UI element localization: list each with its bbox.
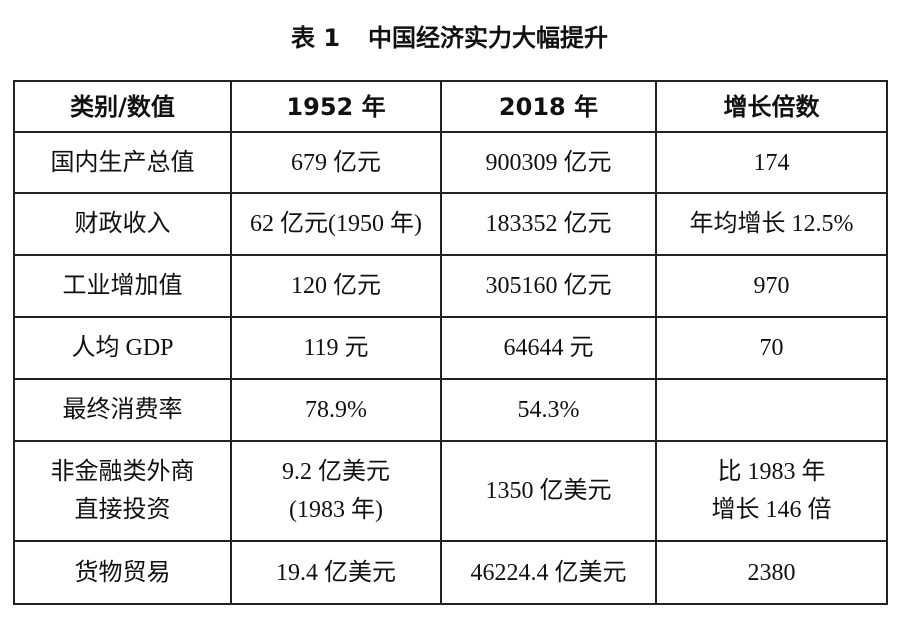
header-row: 类别/数值 1952 年 2018 年增长倍数 <box>13 80 888 133</box>
header-cell: 增长倍数 <box>655 80 888 133</box>
table-row: 货物贸易 19.4 亿美元 46224.4 亿美元 2380 <box>13 540 888 605</box>
table-cell: 183352 亿元 <box>440 192 657 256</box>
header-cell: 2018 年 <box>440 80 657 133</box>
table-cell: 174 <box>655 131 888 194</box>
table-cell: 900309 亿元 <box>440 131 657 194</box>
cell-line: 非金融类外商 <box>50 459 195 485</box>
table-caption: 中国经济实力大幅提升 <box>368 24 609 52</box>
table-cell: 2380 <box>655 540 888 605</box>
table-cell: 非金融类外商 直接投资 <box>13 440 232 542</box>
header-cell: 1952 年 <box>230 80 442 133</box>
table-row: 工业增加值 120 亿元 305160 亿元 970 <box>13 254 888 318</box>
table-cell: 62 亿元(1950 年) <box>230 192 442 256</box>
table-cell: 最终消费率 <box>13 378 232 442</box>
table-cell: 119 元 <box>230 316 442 380</box>
table-row: 人均 GDP 119 元 64644 元 70 <box>13 316 888 380</box>
table-row: 非金融类外商 直接投资 9.2 亿美元 (1983 年) 1350 亿美元比 1983 … <box>13 440 888 542</box>
table-cell: 70 <box>655 316 888 380</box>
cell-line: 增长 146 倍 <box>711 497 832 523</box>
table-cell: 9.2 亿美元 (1983 年) <box>230 440 442 542</box>
table-header: 类别/数值 1952 年 2018 年增长倍数 <box>13 80 888 133</box>
cell-line: (1983 年) <box>289 497 383 523</box>
table-cell: 货物贸易 <box>13 540 232 605</box>
header-cell: 类别/数值 <box>13 80 232 133</box>
table-cell: 1350 亿美元 <box>440 440 657 542</box>
table-row: 最终消费率 78.9% 54.3% <box>13 378 888 442</box>
table-cell: 46224.4 亿美元 <box>440 540 657 605</box>
table-cell: 比 1983 年增长 146 倍 <box>655 440 888 542</box>
table-cell: 人均 GDP <box>13 316 232 380</box>
table-cell: 679 亿元 <box>230 131 442 194</box>
table-cell: 19.4 亿美元 <box>230 540 442 605</box>
table-number: 表 1 <box>290 24 341 52</box>
table-cell: 78.9% <box>230 378 442 442</box>
table-cell: 工业增加值 <box>13 254 232 318</box>
table-row: 财政收入 62 亿元(1950 年) 183352 亿元 年均增长 12.5% <box>13 192 888 256</box>
table-cell: 54.3% <box>440 378 657 442</box>
empty-cell <box>655 378 888 442</box>
table-cell: 305160 亿元 <box>440 254 657 318</box>
cell-line: 9.2 亿美元 <box>282 459 390 485</box>
table-cell: 国内生产总值 <box>13 131 232 194</box>
table-cell: 120 亿元 <box>230 254 442 318</box>
cell-line: 直接投资 <box>74 497 171 523</box>
table-cell: 财政收入 <box>13 192 232 256</box>
table-cell: 年均增长 12.5% <box>655 192 888 256</box>
table-row: 国内生产总值 679 亿元 900309 亿元 174 <box>13 131 888 194</box>
data-table: 类别/数值 1952 年 2018 年增长倍数 国内生产总值 679 亿元 900309… <box>13 80 888 605</box>
table-cell: 64644 元 <box>440 316 657 380</box>
table-cell: 970 <box>655 254 888 318</box>
table-body: 国内生产总值 679 亿元 900309 亿元 174 财政收入 62 亿元(1950 年… <box>13 131 888 605</box>
cell-line: 比 1983 年 <box>717 459 826 485</box>
table-title: 表 1 中国经济实力大幅提升 <box>0 18 899 53</box>
